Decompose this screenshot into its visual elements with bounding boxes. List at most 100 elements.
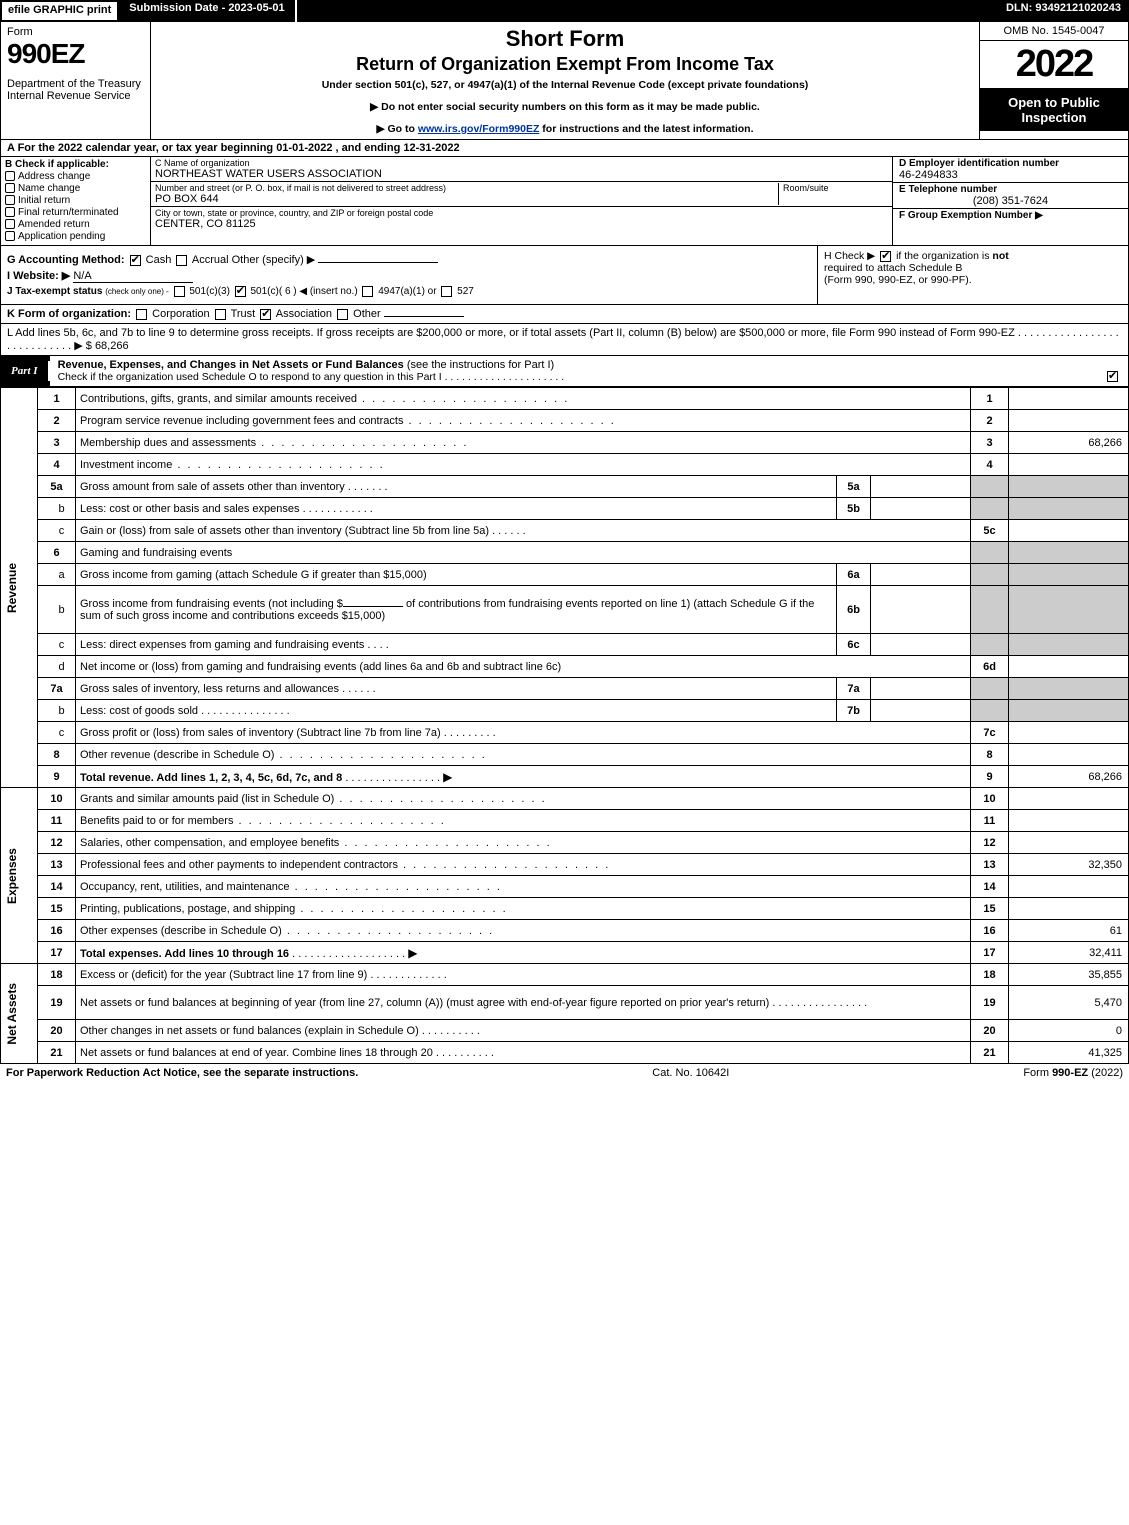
line-4-val	[1009, 454, 1129, 476]
line-13-val: 32,350	[1009, 854, 1129, 876]
c-name: C Name of organization NORTHEAST WATER U…	[151, 157, 892, 182]
lines-table: Revenue 1 Contributions, gifts, grants, …	[0, 387, 1129, 1064]
c-addr-val: PO BOX 644	[155, 193, 778, 205]
tax-year: 2022	[980, 41, 1128, 89]
h-line3: (Form 990, 990-EZ, or 990-PF).	[824, 274, 972, 286]
cb-501c3[interactable]	[174, 286, 185, 297]
cb-accrual[interactable]	[176, 255, 187, 266]
cb-initial-return[interactable]: Initial return	[5, 195, 146, 206]
dln: DLN: 93492121020243	[998, 0, 1129, 22]
line-10-desc: Grants and similar amounts paid (list in…	[76, 788, 971, 810]
line-3-desc: Membership dues and assessments	[76, 432, 971, 454]
form-number: 990EZ	[7, 38, 144, 70]
page-footer: For Paperwork Reduction Act Notice, see …	[0, 1064, 1129, 1082]
k-other-blank	[384, 316, 464, 317]
line-6d-desc: Net income or (loss) from gaming and fun…	[76, 656, 971, 678]
footer-mid: Cat. No. 10642I	[652, 1067, 729, 1079]
line-7b-desc: Less: cost of goods sold . . . . . . . .…	[76, 700, 837, 722]
topbar-spacer	[297, 0, 998, 22]
cb-amended-return[interactable]: Amended return	[5, 219, 146, 230]
line-6b-desc: Gross income from fundraising events (no…	[76, 586, 837, 634]
line-16-val: 61	[1009, 920, 1129, 942]
cb-address-change[interactable]: Address change	[5, 171, 146, 182]
line-17-desc: Total expenses. Add lines 10 through 16 …	[76, 942, 971, 964]
c-city: City or town, state or province, country…	[151, 207, 892, 231]
h-pre: H Check ▶	[824, 250, 878, 262]
line-6a-desc: Gross income from gaming (attach Schedul…	[76, 564, 837, 586]
form-header: Form 990EZ Department of the Treasury In…	[0, 22, 1129, 140]
line-6-desc: Gaming and fundraising events	[76, 542, 971, 564]
cb-501c[interactable]	[235, 286, 246, 297]
line-19-val: 5,470	[1009, 986, 1129, 1020]
cb-schedule-o[interactable]	[1107, 371, 1118, 382]
part-1-tag: Part I	[1, 361, 50, 381]
c-name-lbl: C Name of organization	[155, 158, 888, 168]
cb-name-change[interactable]: Name change	[5, 183, 146, 194]
line-14-desc: Occupancy, rent, utilities, and maintena…	[76, 876, 971, 898]
line-9-val: 68,266	[1009, 766, 1129, 788]
section-def: D Employer identification number 46-2494…	[893, 157, 1128, 245]
cb-other-org[interactable]	[337, 309, 348, 320]
c-address: Number and street (or P. O. box, if mail…	[151, 182, 892, 207]
line-7c-desc: Gross profit or (loss) from sales of inv…	[76, 722, 971, 744]
line-13-desc: Professional fees and other payments to …	[76, 854, 971, 876]
cb-final-return[interactable]: Final return/terminated	[5, 207, 146, 218]
line-1-rtlbl: 1	[971, 388, 1009, 410]
part-1-check-line: Check if the organization used Schedule …	[58, 371, 1120, 383]
cb-4947[interactable]	[362, 286, 373, 297]
footer-right: Form 990-EZ (2022)	[1023, 1067, 1123, 1079]
line-11-desc: Benefits paid to or for members	[76, 810, 971, 832]
e-tel-val: (208) 351-7624	[899, 195, 1122, 207]
form-subtitle-2: ▶ Do not enter social security numbers o…	[159, 101, 971, 113]
top-bar: efile GRAPHIC print Submission Date - 20…	[0, 0, 1129, 22]
irs-link[interactable]: www.irs.gov/Form990EZ	[418, 123, 540, 135]
form-title-block: Short Form Return of Organization Exempt…	[151, 22, 980, 139]
form-id-block: Form 990EZ Department of the Treasury In…	[1, 22, 151, 139]
h-not: not	[992, 250, 1008, 262]
line-9-desc: Total revenue. Add lines 1, 2, 3, 4, 5c,…	[76, 766, 971, 788]
line-1-num: 1	[38, 388, 76, 410]
e-telephone: E Telephone number (208) 351-7624	[893, 183, 1128, 209]
g-other-blank	[318, 262, 438, 263]
line-5a-desc: Gross amount from sale of assets other t…	[76, 476, 837, 498]
ghij-section: G Accounting Method: Cash Accrual Other …	[0, 246, 1129, 305]
netassets-vlabel: Net Assets	[1, 964, 38, 1064]
l-value: 68,266	[95, 340, 129, 352]
b-header: B Check if applicable:	[5, 159, 146, 170]
efile-print-label[interactable]: efile GRAPHIC print	[0, 0, 119, 22]
cb-527[interactable]	[441, 286, 452, 297]
i-label: I Website: ▶	[7, 270, 70, 282]
sub3-pre: ▶ Go to	[377, 123, 418, 135]
line-12-desc: Salaries, other compensation, and employ…	[76, 832, 971, 854]
cb-corp[interactable]	[136, 309, 147, 320]
c-name-val: NORTHEAST WATER USERS ASSOCIATION	[155, 168, 888, 180]
line-5c-val	[1009, 520, 1129, 542]
line-5c-desc: Gain or (loss) from sale of assets other…	[76, 520, 971, 542]
sub3-post: for instructions and the latest informat…	[539, 123, 753, 135]
line-7a-desc: Gross sales of inventory, less returns a…	[76, 678, 837, 700]
h-line2: required to attach Schedule B	[824, 262, 962, 274]
line-2-val	[1009, 410, 1129, 432]
l-text: L Add lines 5b, 6c, and 7b to line 9 to …	[7, 327, 1119, 352]
cb-trust[interactable]	[215, 309, 226, 320]
form-title-2: Return of Organization Exempt From Incom…	[159, 54, 971, 75]
cb-assoc[interactable]	[260, 309, 271, 320]
line-21-val: 41,325	[1009, 1042, 1129, 1064]
h-post: if the organization is	[893, 250, 992, 262]
gij-left: G Accounting Method: Cash Accrual Other …	[1, 246, 818, 304]
cb-application-pending[interactable]: Application pending	[5, 231, 146, 242]
line-15-desc: Printing, publications, postage, and shi…	[76, 898, 971, 920]
i-value: N/A	[73, 270, 193, 283]
line-2-num: 2	[38, 410, 76, 432]
k-label: K Form of organization:	[7, 308, 131, 320]
section-k: K Form of organization: Corporation Trus…	[0, 305, 1129, 324]
form-meta-block: OMB No. 1545-0047 2022 Open to Public In…	[980, 22, 1128, 139]
line-17-val: 32,411	[1009, 942, 1129, 964]
cb-cash[interactable]	[130, 255, 141, 266]
c-room-lbl: Room/suite	[783, 183, 888, 193]
row-a-tax-year: A For the 2022 calendar year, or tax yea…	[0, 140, 1129, 157]
cb-h[interactable]	[880, 251, 891, 262]
form-subtitle-1: Under section 501(c), 527, or 4947(a)(1)…	[159, 79, 971, 91]
i-website: I Website: ▶ N/A	[7, 269, 811, 283]
h-check: H Check ▶ if the organization is not req…	[818, 246, 1128, 304]
